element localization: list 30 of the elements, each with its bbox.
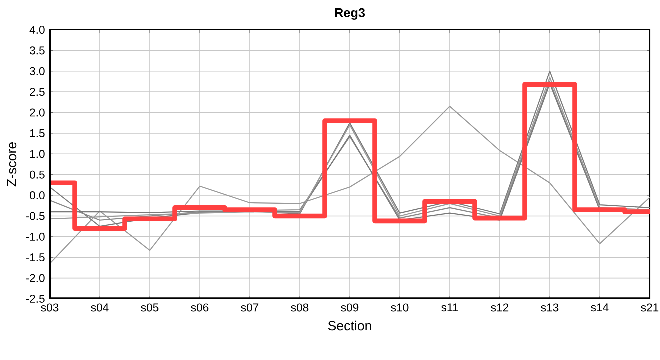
x-axis-title: Section: [328, 320, 372, 331]
y-tick-label: 1.0: [30, 150, 45, 158]
x-tick-label: s03: [41, 304, 59, 312]
y-tick-label: 3.0: [30, 67, 45, 76]
x-tick-label: s05: [141, 304, 159, 312]
x-tick-label: s12: [491, 304, 509, 312]
y-tick-label: 0.0: [30, 192, 45, 200]
x-tick-label: s13: [541, 304, 559, 312]
y-tick-label: -1.0: [26, 232, 45, 241]
y-axis-title: Z-score: [7, 142, 17, 187]
x-tick-label: s09: [341, 304, 359, 312]
x-tick-label: s21: [641, 304, 659, 312]
y-tick-label: 4.0: [30, 26, 45, 34]
x-tick-label: s10: [391, 304, 409, 312]
y-tick-label: -2.0: [26, 274, 45, 282]
y-tick-label: -2.5: [26, 294, 45, 303]
y-tick-label: 1.5: [30, 130, 45, 138]
x-tick-label: s06: [191, 304, 209, 312]
chart-title: Reg3: [335, 8, 366, 20]
y-tick-label: 3.5: [30, 46, 45, 55]
x-tick-label: s04: [91, 304, 109, 312]
x-tick-label: s08: [291, 304, 309, 312]
x-tick-label: s14: [591, 304, 609, 312]
y-tick-label: 0.5: [30, 170, 45, 179]
x-tick-label: s07: [241, 304, 259, 312]
y-tick-label: -1.5: [26, 254, 45, 262]
y-tick-label: 2.0: [30, 108, 45, 117]
y-tick-label: -0.5: [26, 212, 45, 220]
x-tick-label: s11: [442, 304, 458, 312]
y-tick-label: 2.5: [30, 88, 45, 96]
